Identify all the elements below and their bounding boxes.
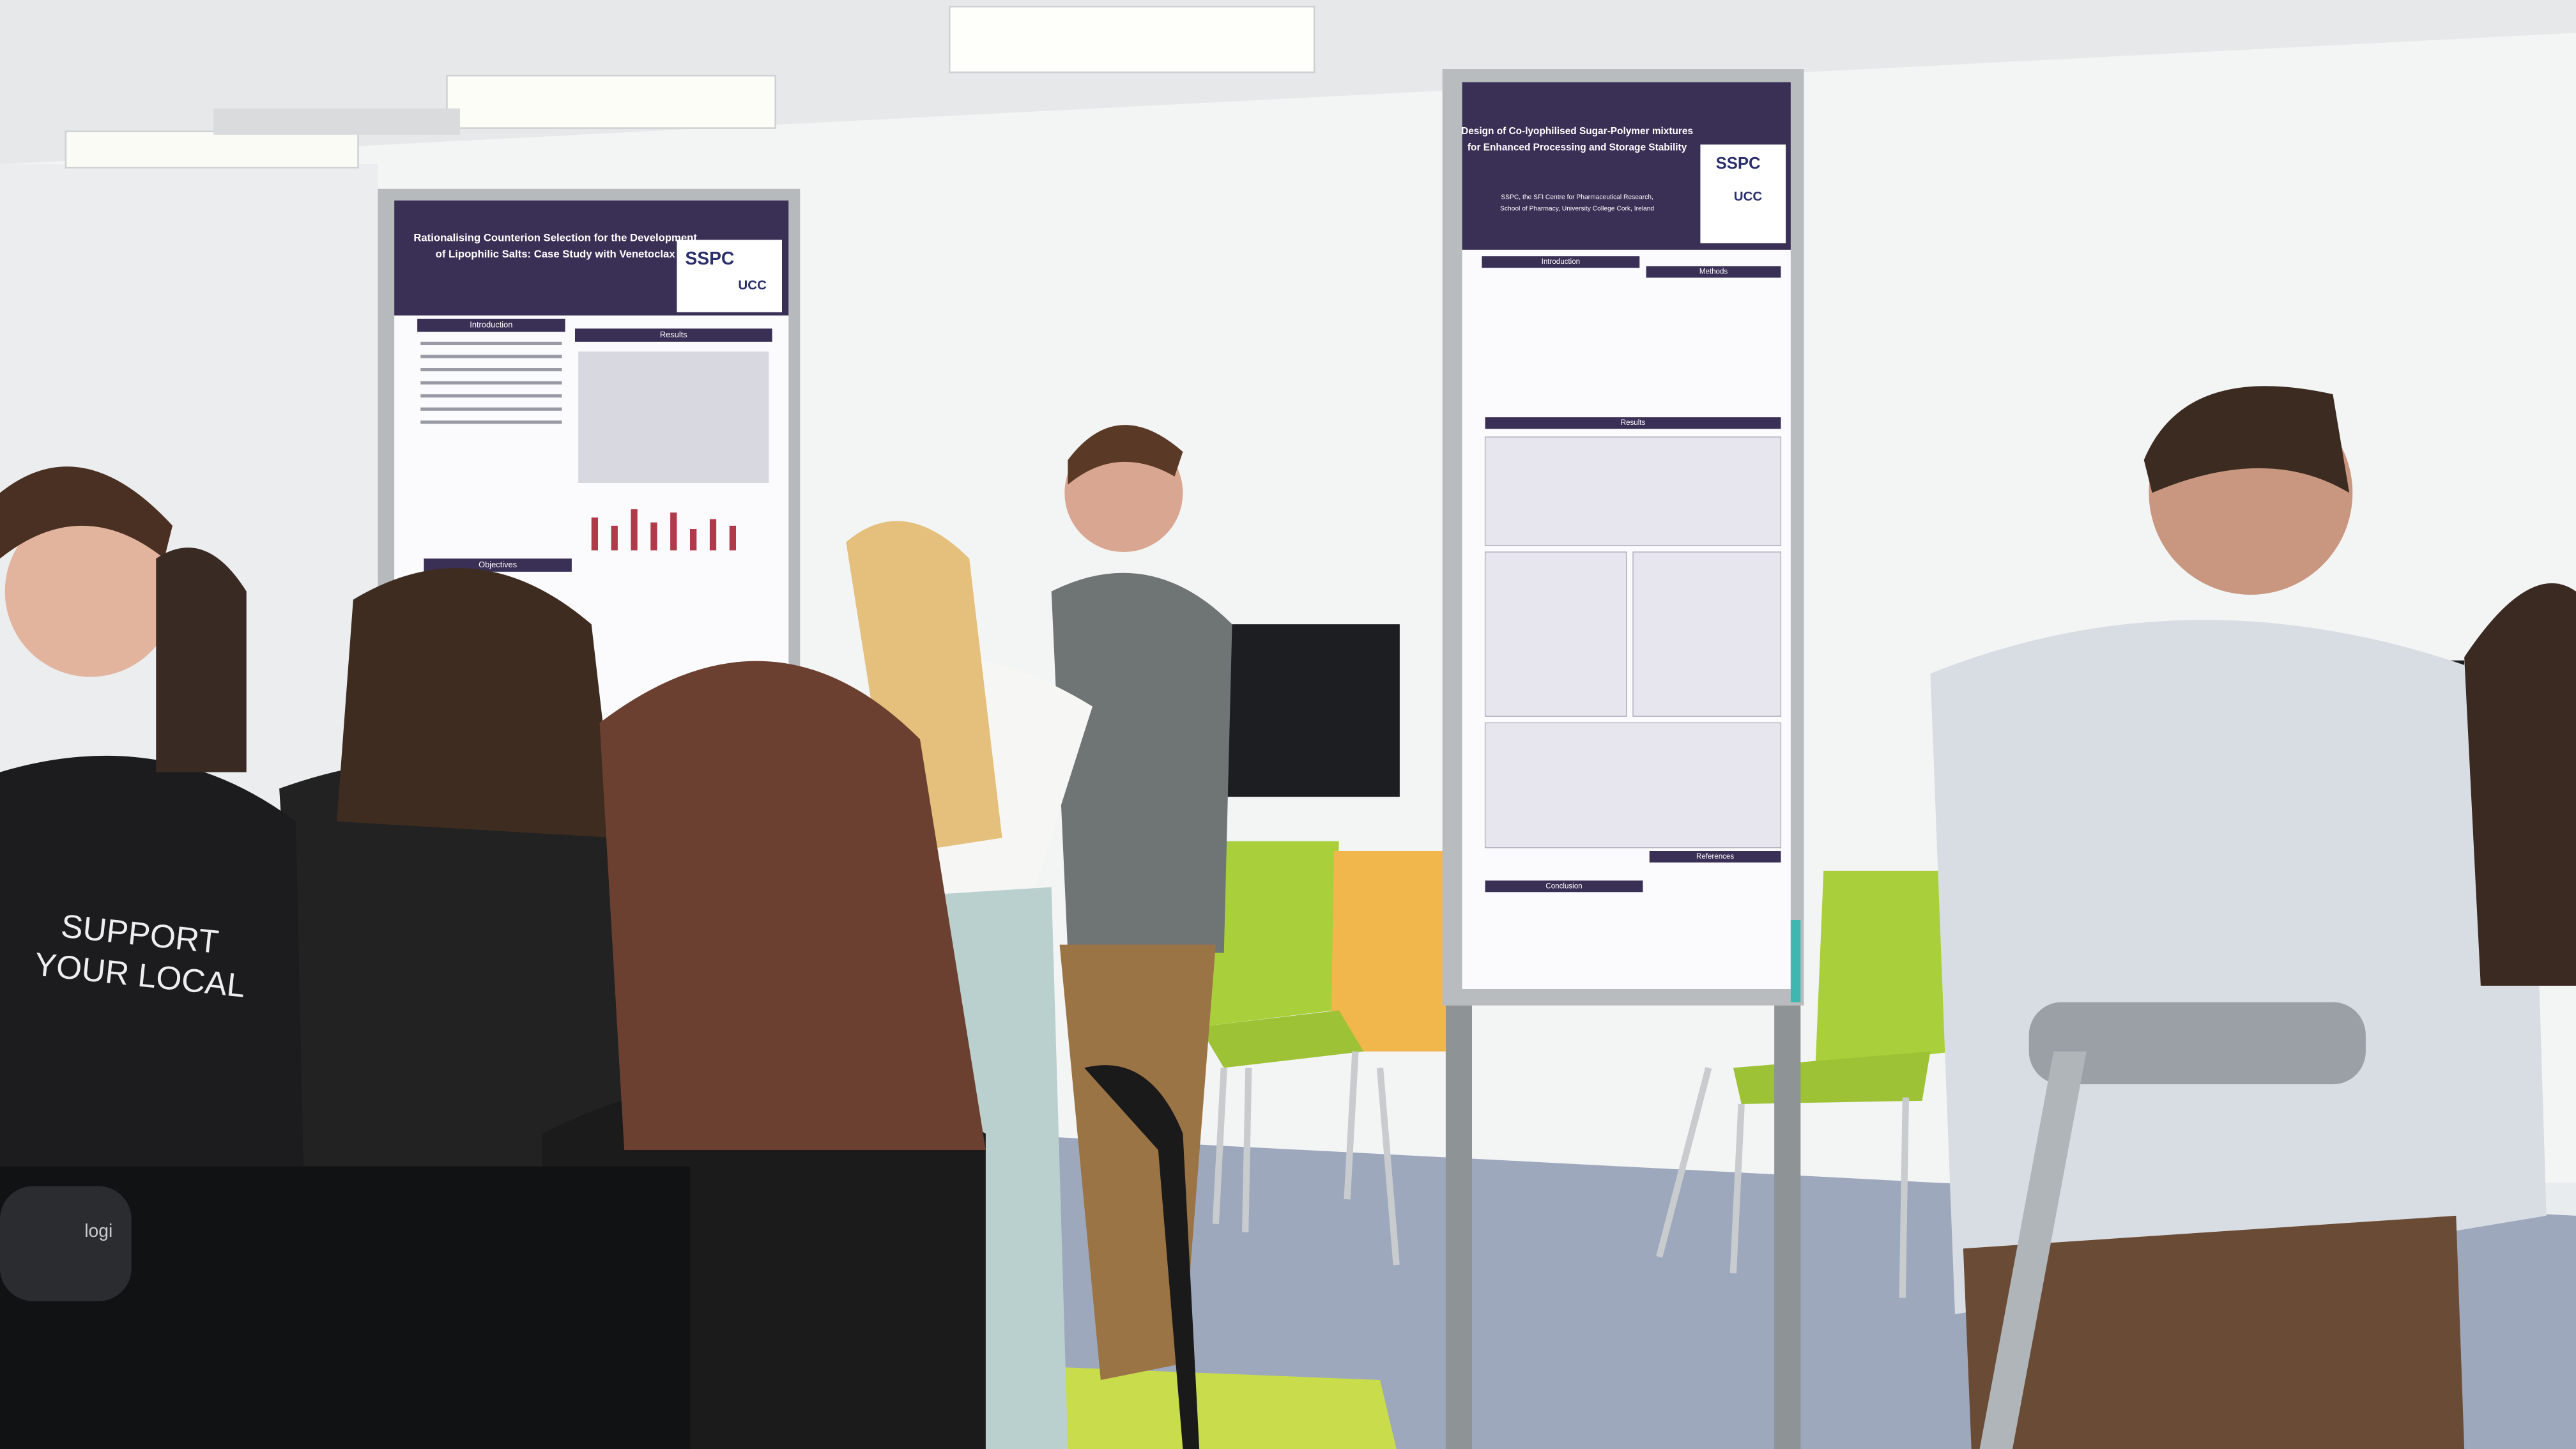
ceiling-light bbox=[65, 130, 359, 169]
section-heading: Introduction bbox=[470, 320, 512, 330]
ceiling-light bbox=[949, 6, 1315, 73]
chair bbox=[1199, 841, 1339, 1027]
document-camera-arm bbox=[1979, 1051, 2087, 1449]
section-heading: Results bbox=[660, 330, 687, 339]
logo: SSPC bbox=[685, 248, 734, 268]
hair bbox=[599, 661, 986, 1150]
poster-figures bbox=[1484, 436, 1782, 848]
tv-screen bbox=[1219, 624, 1400, 797]
poster-title: Design of Co-lyophilised Sugar-Polymer m… bbox=[1461, 126, 1693, 137]
floor-rug bbox=[961, 1363, 1397, 1449]
person-right bbox=[2464, 583, 2576, 986]
microphone bbox=[1084, 1065, 1200, 1449]
section-bar bbox=[1485, 417, 1781, 429]
section-bar bbox=[1649, 851, 1781, 862]
person-shirt bbox=[1930, 620, 2547, 1315]
section-bar bbox=[417, 318, 565, 332]
poster-title: of Lipophilic Salts: Case Study with Ven… bbox=[436, 248, 676, 260]
hair bbox=[1068, 425, 1183, 485]
chair-seat bbox=[1199, 1010, 1364, 1068]
logo-box bbox=[1700, 144, 1786, 243]
section-heading: Results bbox=[1621, 419, 1646, 427]
poster-title: for Enhanced Processing and Storage Stab… bbox=[1468, 142, 1687, 153]
person-checked bbox=[279, 759, 633, 1183]
section-bar bbox=[1485, 880, 1643, 893]
board-leg bbox=[1774, 1005, 1801, 1449]
section-heading: Conclusion bbox=[1545, 882, 1582, 890]
chair bbox=[1815, 870, 1963, 1068]
hair bbox=[337, 567, 617, 838]
logo: UCC bbox=[1734, 189, 1763, 204]
trousers bbox=[1963, 1215, 2465, 1449]
section-heading: Objectives bbox=[479, 560, 517, 569]
person-cap bbox=[156, 548, 247, 772]
section-bar bbox=[575, 328, 772, 342]
person-tshirt bbox=[0, 755, 304, 1216]
ceiling-light bbox=[446, 75, 776, 129]
section-heading: Introduction bbox=[1542, 258, 1580, 266]
logo: UCC bbox=[738, 278, 767, 293]
poster-affiliation: School of Pharmacy, University College C… bbox=[1500, 205, 1654, 212]
logo-box bbox=[677, 240, 782, 312]
poster-chart bbox=[591, 509, 736, 551]
section-heading: References bbox=[1696, 853, 1734, 861]
chair bbox=[1330, 851, 1446, 1052]
webcam bbox=[0, 1186, 132, 1301]
chair-legs bbox=[1212, 1051, 1909, 1298]
hair bbox=[0, 466, 172, 559]
poster-affiliation: SSPC, the SFI Centre for Pharmaceutical … bbox=[1501, 194, 1653, 201]
ceiling-vent bbox=[213, 108, 460, 135]
board-leg bbox=[1445, 1005, 1472, 1449]
section-heading: Methods bbox=[1699, 268, 1728, 276]
poster-text-lines bbox=[420, 341, 769, 483]
document-camera bbox=[2028, 1002, 2366, 1085]
webcam-brand: logi bbox=[84, 1220, 112, 1241]
hair bbox=[2143, 386, 2350, 493]
poster-accent bbox=[1790, 920, 1801, 1002]
person-presenter bbox=[1051, 572, 1232, 953]
section-bar bbox=[1646, 266, 1781, 278]
logo: SSPC bbox=[1716, 155, 1761, 172]
poster-title: Rationalising Counterion Selection for t… bbox=[413, 231, 697, 243]
section-bar bbox=[1482, 256, 1640, 268]
person-head bbox=[4, 506, 176, 677]
